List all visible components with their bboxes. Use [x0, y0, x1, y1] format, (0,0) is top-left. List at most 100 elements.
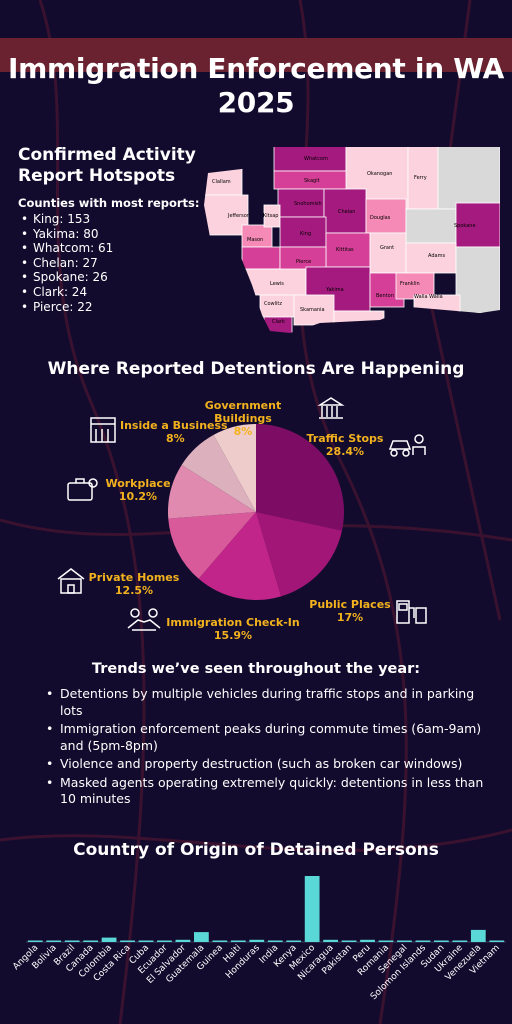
- list-item: Yakima: 80: [18, 227, 113, 242]
- bar-peru: [360, 939, 375, 942]
- pie-label-name: Private Homes: [88, 571, 180, 584]
- pie-slice-inside-a-business: [181, 434, 256, 512]
- briefcase-icon: [67, 478, 98, 501]
- pie-label-immigration-checkin: Immigration Check-In 15.9%: [160, 616, 306, 642]
- map-label: Whatcom: [304, 156, 328, 162]
- list-item: King: 153: [18, 212, 113, 227]
- pie-label-traffic-stops: Traffic Stops 28.4%: [300, 432, 390, 458]
- bar-sudan: [434, 940, 449, 942]
- county-snohomish: [277, 188, 325, 218]
- county-jefferson: [204, 194, 249, 236]
- hotspots-subtitle: Counties with most reports:: [18, 196, 200, 210]
- list-item: Immigration enforcement peaks during com…: [46, 721, 486, 754]
- bar-senegal: [397, 940, 412, 942]
- bar-nicaragua: [323, 939, 338, 942]
- trends-title: Trends we’ve seen throughout the year:: [91, 661, 421, 677]
- page-title: Immigration Enforcement in WA 2025: [8, 52, 504, 119]
- pie-label-public-places: Public Places 17%: [300, 598, 400, 624]
- pie-label-name: Inside a Business: [120, 419, 228, 432]
- trends-list: Detentions by multiple vehicles during t…: [46, 686, 486, 810]
- map-label: Douglas: [370, 215, 391, 221]
- bar-honduras: [249, 939, 265, 942]
- pie-label-value: 15.9%: [213, 629, 253, 642]
- detentions-pie-chart: Government Buildings 8% Inside a Business…: [0, 395, 512, 645]
- map-label: Yakima: [325, 287, 344, 293]
- bar-bolivia: [46, 940, 62, 942]
- pie-label-inside-business: Inside a Business 8%: [120, 419, 232, 445]
- title-band: [0, 38, 512, 72]
- county-douglas: [365, 198, 407, 234]
- county-skamania: [293, 294, 335, 326]
- pie-label-name: Traffic Stops: [306, 432, 384, 445]
- map-label: Chelan: [338, 209, 355, 215]
- bar-ecuador: [157, 940, 172, 942]
- pie-slice-traffic-stops: [256, 424, 345, 531]
- bar-solomon-islands: [415, 940, 431, 942]
- office-meeting-icon: [127, 608, 161, 631]
- county-king: [279, 216, 327, 248]
- map-label: Kittitas: [336, 247, 354, 253]
- bar-guatemala: [194, 932, 209, 942]
- bar-romania: [378, 940, 394, 942]
- hotspots-title: Confirmed Activity Report Hotspots: [18, 145, 196, 186]
- bank-icon: [317, 397, 345, 419]
- bar-brazil: [64, 940, 80, 942]
- pie-svg: [57, 397, 427, 631]
- county-lincoln: [405, 208, 457, 244]
- map-label: Okanogan: [367, 171, 392, 177]
- bar-venezuela: [470, 929, 486, 942]
- list-item: Violence and property destruction (such …: [46, 756, 486, 773]
- pie-label-name: Public Places: [309, 598, 391, 611]
- gas-station-icon: [396, 600, 427, 624]
- list-item: Chelan: 27: [18, 256, 113, 271]
- pie-slice-immigration-check-in: [198, 512, 282, 600]
- pie-label-value: 12.5%: [114, 584, 154, 597]
- map-label: King: [300, 231, 311, 237]
- map-label: Lewis: [270, 281, 284, 287]
- county-whatcom: [273, 147, 347, 172]
- pie-label-value: 8%: [166, 432, 185, 445]
- county-klickitat: [333, 310, 385, 333]
- bar-canada: [83, 940, 98, 942]
- hotspots-list: King: 153 Yakima: 80 Whatcom: 61 Chelan:…: [18, 212, 113, 314]
- storefront-icon: [90, 417, 116, 443]
- pie-slice-government-buildings: [213, 424, 256, 512]
- origin-title: Country of Origin of Detained Persons: [73, 840, 439, 860]
- map-label: Cowlitz: [264, 301, 282, 307]
- county-mason: [241, 224, 273, 248]
- pie-label-name: Workplace: [105, 477, 171, 490]
- map-label: Adams: [428, 253, 445, 259]
- pie-label-value: 28.4%: [325, 445, 365, 458]
- map-label: Kitsap: [263, 213, 278, 219]
- map-label: Spokane: [454, 223, 476, 229]
- map-label: Skamania: [300, 307, 325, 313]
- bar-el-salvador: [175, 939, 191, 942]
- list-item: Spokane: 26: [18, 270, 113, 285]
- detentions-title: Where Reported Detentions Are Happening: [47, 359, 465, 379]
- map-label: Clallam: [212, 179, 231, 185]
- bar-cuba: [138, 940, 154, 942]
- pie-label-name: Government Buildings: [204, 399, 282, 425]
- pie-label-value: 17%: [336, 611, 364, 624]
- pie-slices: [167, 424, 345, 600]
- bar-vietnam: [489, 940, 505, 942]
- map-label: Skagit: [304, 178, 320, 184]
- map-label: Pierce: [296, 259, 311, 265]
- county-spokane: [455, 202, 500, 248]
- pie-slice-workplace: [167, 464, 256, 519]
- list-item: Detentions by multiple vehicles during t…: [46, 686, 486, 719]
- bar-india: [267, 940, 283, 942]
- county-grant: [369, 232, 407, 274]
- bar-kenya: [286, 940, 302, 942]
- car-police-icon: [388, 434, 426, 457]
- bar-haiti: [230, 940, 246, 942]
- map-label: Jefferson: [227, 213, 250, 219]
- bar-colombia: [101, 937, 117, 942]
- county-thurston: [241, 246, 281, 270]
- pie-label-government-buildings: Government Buildings 8%: [178, 399, 308, 438]
- pie-slice-private-homes: [168, 512, 256, 579]
- house-icon: [57, 568, 85, 594]
- bar-angola: [27, 940, 43, 942]
- map-label: Franklin: [400, 281, 420, 287]
